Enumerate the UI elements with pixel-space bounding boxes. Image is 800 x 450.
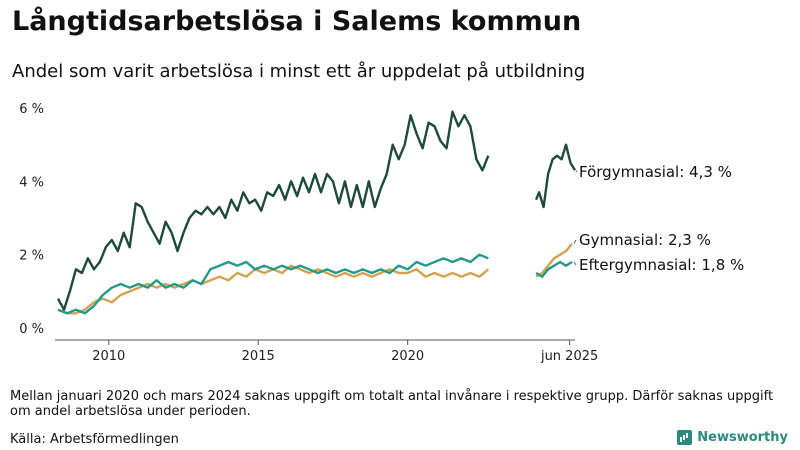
x-tick-label: jun 2025 bbox=[540, 349, 598, 364]
y-tick-label: 2 % bbox=[19, 249, 44, 264]
footnote: Mellan januari 2020 och mars 2024 saknas… bbox=[10, 389, 774, 419]
y-tick-label: 4 % bbox=[19, 175, 44, 190]
chart-subtitle: Andel som varit arbetslösa i minst ett å… bbox=[12, 61, 586, 82]
series-line-gymnasial bbox=[57, 264, 490, 315]
label-leader-line bbox=[573, 239, 577, 244]
series-line-eftergymnasial bbox=[535, 260, 573, 278]
line-chart: 0 % 2 % 4 % 6 % 2010 2015 2020 jun 2025 Förgym… bbox=[19, 102, 744, 364]
label-leader-line bbox=[575, 170, 578, 173]
series-line-gymnasial bbox=[535, 242, 573, 278]
brand-logo: Newsworthy bbox=[677, 430, 788, 445]
series-end-label: Eftergymnasial: 1,8 % bbox=[579, 256, 744, 274]
brand-name: Newsworthy bbox=[697, 430, 788, 445]
x-tick-label: 2020 bbox=[391, 349, 424, 364]
series-end-label: Gymnasial: 2,3 % bbox=[579, 231, 711, 249]
label-leader-line bbox=[573, 261, 577, 266]
x-tick-label: 2010 bbox=[92, 349, 125, 364]
x-tick-label: 2015 bbox=[242, 349, 275, 364]
bar-chart-icon bbox=[677, 430, 693, 445]
series-layer bbox=[56, 110, 577, 315]
x-axis: 2010 2015 2020 jun 2025 bbox=[55, 339, 598, 364]
series-line-förgymnasial bbox=[534, 143, 577, 209]
y-axis: 0 % 2 % 4 % 6 % bbox=[19, 102, 44, 337]
chart-title: Långtidsarbetslösa i Salems kommun bbox=[12, 6, 582, 37]
series-labels: Förgymnasial: 4,3 % Gymnasial: 2,3 % Efter… bbox=[573, 163, 744, 274]
series-end-label: Förgymnasial: 4,3 % bbox=[579, 163, 732, 181]
series-line-eftergymnasial bbox=[57, 253, 489, 315]
source-text: Källa: Arbetsförmedlingen bbox=[10, 432, 179, 447]
series-line-förgymnasial bbox=[56, 110, 490, 311]
y-tick-label: 0 % bbox=[19, 322, 44, 337]
y-tick-label: 6 % bbox=[19, 102, 44, 117]
